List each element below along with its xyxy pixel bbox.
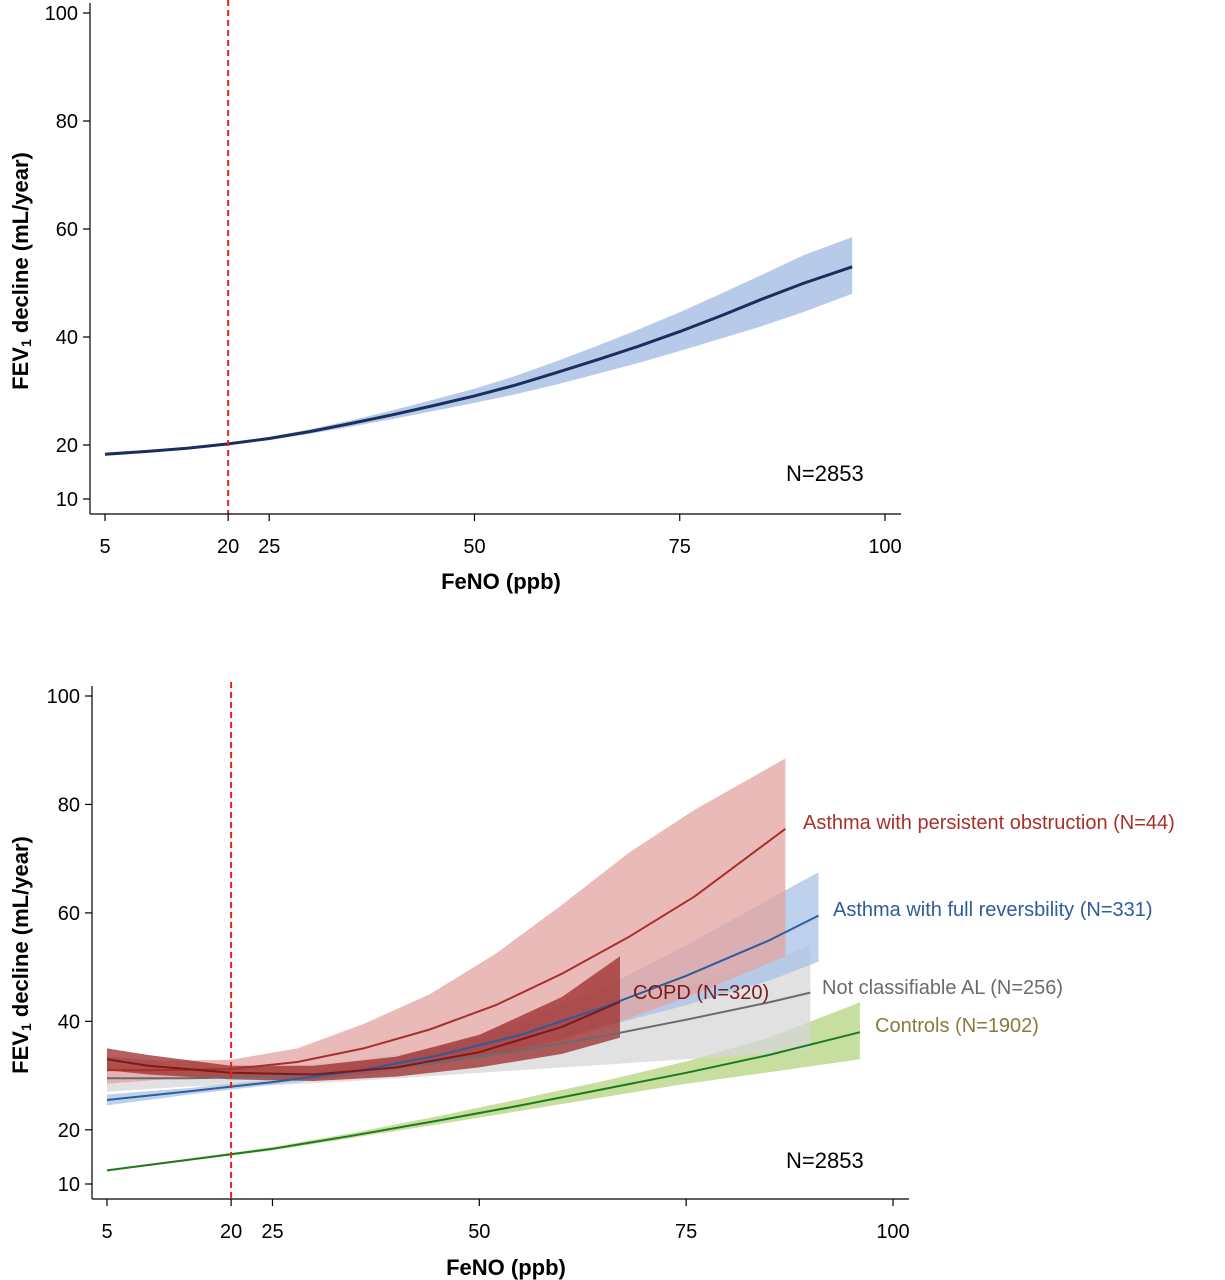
y-tick-label: 100 (47, 686, 80, 708)
x-tick-label: 50 (468, 1221, 490, 1243)
y-tick-label: 10 (56, 489, 78, 511)
x-axis-title: FeNO (ppb) (446, 1255, 566, 1280)
y-tick-label: 60 (56, 219, 78, 241)
x-tick-label: 75 (669, 536, 691, 558)
y-tick-label: 20 (58, 1120, 80, 1142)
x-axis-title: FeNO (ppb) (441, 569, 561, 594)
sample-size-annotation: N=2853 (786, 1148, 864, 1173)
x-tick-label: 20 (220, 1221, 242, 1243)
y-tick-label: 40 (56, 327, 78, 349)
y-tick-label: 100 (45, 3, 78, 25)
not-classifiable-al-label: Not classifiable AL (N=256) (822, 977, 1063, 999)
y-tick-label: 80 (56, 111, 78, 133)
controls-label: Controls (N=1902) (875, 1015, 1039, 1037)
asthma-with-persistent-obstruction-line (107, 827, 786, 1072)
bottom-panel: 5 20 25 50 75 100 10 20 40 60 80 100 FeNO (ppb) FE… (8, 682, 1175, 1280)
x-tick-label: 50 (463, 536, 485, 558)
x-tick-label: 25 (258, 536, 280, 558)
top-panel: 5 20 25 50 75 100 10 20 40 60 80 100 FeNO (ppb) FE… (8, 0, 902, 594)
copd-ci-band (107, 956, 620, 1081)
asthma-with-persistent-obstruction-label: Asthma with persistent obstruction (N=44… (803, 812, 1175, 834)
y-tick-label: 20 (56, 435, 78, 457)
x-tick-label: 25 (261, 1221, 283, 1243)
fev1-decline-ci-band (105, 237, 853, 456)
x-tick-label: 5 (99, 536, 110, 558)
x-tick-label: 75 (675, 1221, 697, 1243)
sample-size-annotation: N=2853 (786, 461, 864, 486)
x-tick-label: 5 (101, 1221, 112, 1243)
copd-label: COPD (N=320) (633, 982, 769, 1004)
y-tick-label: 10 (58, 1174, 80, 1196)
y-tick-label: 40 (58, 1011, 80, 1033)
y-tick-label: 60 (58, 903, 80, 925)
x-tick-label: 20 (217, 536, 239, 558)
asthma-with-full-reversbility-label: Asthma with full reversbility (N=331) (833, 899, 1153, 921)
x-tick-label: 100 (868, 536, 901, 558)
copd-line (106, 1000, 621, 1076)
y-axis-title: FEV1 decline (mL/year) (8, 836, 34, 1074)
y-axis-title: FEV1 decline (mL/year) (8, 152, 34, 390)
not-classifiable-al-ci-band (107, 945, 811, 1092)
x-tick-label: 100 (876, 1221, 909, 1243)
y-tick-label: 80 (58, 794, 80, 816)
